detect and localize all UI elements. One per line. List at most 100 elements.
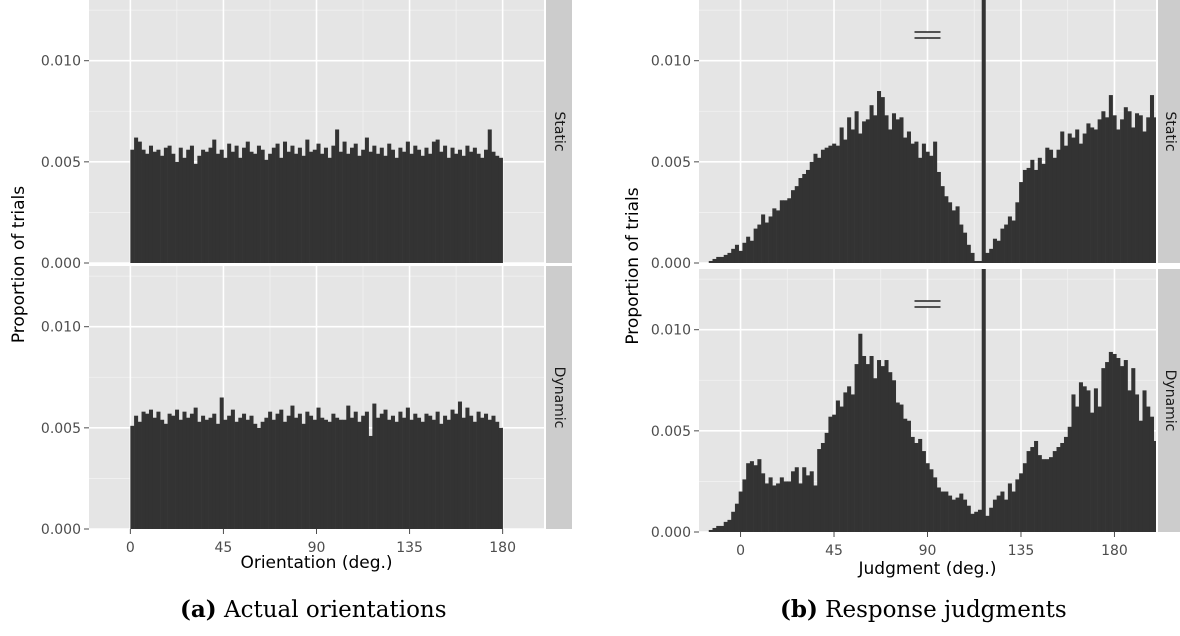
- y-tick-label: 0.005: [41, 421, 81, 437]
- histogram-bar: [1022, 169, 1027, 263]
- histogram-bar: [835, 400, 840, 532]
- histogram-bar: [163, 147, 168, 263]
- histogram-bar: [1063, 436, 1069, 532]
- histogram-bar: [383, 155, 388, 263]
- histogram-bar: [1146, 406, 1151, 532]
- histogram-bar: [712, 527, 717, 532]
- histogram-bar: [316, 407, 321, 529]
- histogram-bar: [802, 467, 807, 532]
- histogram-bar: [723, 521, 728, 532]
- histogram-bar: [936, 487, 941, 532]
- histogram-bar: [1037, 455, 1042, 532]
- histogram-bar: [1105, 117, 1110, 263]
- histogram-bar: [420, 421, 425, 529]
- histogram-bar: [186, 417, 191, 529]
- histogram-bar: [1142, 390, 1147, 532]
- histogram-bar: [208, 147, 213, 263]
- histogram-bar: [798, 483, 803, 532]
- histogram-bar: [970, 513, 975, 532]
- histogram-bar: [305, 411, 310, 529]
- histogram-bar: [465, 145, 470, 263]
- histogram-bar: [208, 417, 213, 529]
- histogram-bar: [869, 355, 874, 532]
- histogram-bar: [1004, 499, 1009, 532]
- histogram-bar: [331, 145, 336, 263]
- histogram-bar: [906, 420, 911, 532]
- bars: [708, 0, 1156, 263]
- histogram-bar: [346, 153, 351, 263]
- histogram-bar: [959, 224, 964, 263]
- histogram-bar: [847, 386, 852, 532]
- histogram-bar: [152, 417, 157, 529]
- histogram-bar: [320, 417, 325, 529]
- histogram-bar: [253, 153, 258, 263]
- histogram-bar: [828, 416, 833, 532]
- histogram-bar: [275, 143, 280, 263]
- histogram-bar: [175, 409, 180, 529]
- histogram-bar: [204, 419, 209, 529]
- histogram-bar: [417, 417, 422, 529]
- histogram-bar: [327, 421, 332, 529]
- x-tick-label: 90: [919, 543, 937, 559]
- histogram-bar: [435, 411, 440, 529]
- histogram-bar: [431, 419, 436, 529]
- histogram-bar: [1149, 95, 1155, 263]
- histogram-bar: [1011, 491, 1016, 532]
- histogram-bar: [992, 238, 997, 263]
- histogram-bar: [1045, 147, 1050, 263]
- histogram-bar: [1030, 447, 1035, 532]
- histogram-bar: [346, 405, 351, 529]
- histogram-bar: [1082, 386, 1087, 532]
- histogram-bar: [880, 97, 885, 263]
- histogram-bar: [884, 360, 889, 532]
- chart-a: 0.000 0.005 0.010 Static 0.000 0.005 0.010 Dyna…: [9, 0, 572, 573]
- histogram-bar: [1007, 216, 1012, 263]
- histogram-bar: [877, 91, 882, 263]
- y-tick-label: 0.010: [41, 320, 81, 336]
- histogram-bar: [723, 254, 728, 263]
- histogram-bar: [862, 355, 867, 532]
- facet-label-static: Static: [551, 111, 567, 151]
- histogram-bar: [1116, 358, 1121, 532]
- histogram-bar: [134, 137, 139, 263]
- axis-break-mark: [914, 31, 941, 39]
- histogram-bar: [186, 149, 191, 263]
- x-tick-label: 45: [215, 540, 233, 556]
- histogram-bar: [918, 157, 923, 263]
- histogram-bar: [977, 260, 983, 263]
- histogram-bar: [734, 244, 739, 263]
- histogram-bar: [974, 260, 979, 263]
- histogram-bar: [873, 115, 878, 263]
- histogram-bar: [361, 149, 366, 263]
- histogram-bar: [843, 392, 848, 532]
- histogram-bar: [719, 256, 725, 263]
- histogram-bar: [779, 477, 784, 532]
- histogram-bar: [256, 427, 261, 529]
- histogram-bar: [731, 248, 736, 263]
- histogram-bar: [1101, 368, 1106, 532]
- facet-label-dynamic: Dynamic: [551, 367, 567, 429]
- histogram-bar: [238, 417, 243, 529]
- histogram-bar: [446, 419, 451, 529]
- histogram-bar: [402, 151, 407, 263]
- histogram-bar: [1000, 491, 1005, 532]
- histogram-bar: [450, 409, 455, 529]
- histogram-bar: [461, 417, 466, 529]
- histogram-bar: [145, 153, 150, 263]
- histogram-bar: [1071, 394, 1076, 532]
- histogram-bar: [708, 529, 713, 532]
- histogram-bar: [286, 415, 291, 529]
- histogram-bar: [1015, 479, 1020, 532]
- histogram-bar: [805, 475, 811, 532]
- histogram-bar: [940, 186, 945, 263]
- histogram-bar: [858, 333, 863, 532]
- histogram-bar: [361, 415, 366, 529]
- histogram-bar: [476, 411, 481, 529]
- histogram-bar: [865, 364, 870, 532]
- histogram-bar: [787, 481, 792, 532]
- facet-label-static: Static: [1162, 111, 1178, 151]
- histogram-bar: [854, 111, 859, 263]
- histogram-bar: [981, 0, 986, 263]
- caption-a-label: (a): [180, 596, 217, 623]
- histogram-bar: [1097, 119, 1102, 263]
